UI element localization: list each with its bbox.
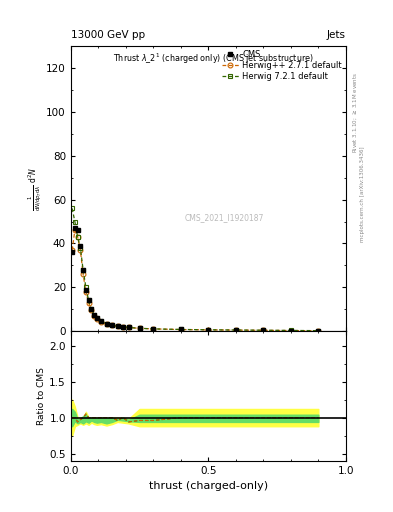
- Herwig 7.2.1 default: [81, 267, 86, 273]
- CMS: [99, 318, 103, 325]
- Text: mcplots.cern.ch [arXiv:1306.3436]: mcplots.cern.ch [arXiv:1306.3436]: [360, 147, 365, 242]
- Herwig++ 2.7.1 default: [94, 316, 99, 322]
- Herwig++ 2.7.1 default: [104, 321, 109, 327]
- CMS: [81, 267, 86, 273]
- Herwig 7.2.1 default: [104, 321, 109, 327]
- Herwig++ 2.7.1 default: [86, 300, 91, 306]
- Herwig 7.2.1 default: [115, 323, 120, 329]
- CMS: [70, 249, 75, 255]
- Herwig++ 2.7.1 default: [233, 327, 238, 333]
- CMS: [178, 326, 183, 332]
- Herwig++ 2.7.1 default: [78, 247, 83, 253]
- Line: CMS: CMS: [70, 226, 321, 333]
- Herwig++ 2.7.1 default: [137, 325, 142, 331]
- CMS: [92, 312, 97, 318]
- Herwig 7.2.1 default: [288, 327, 293, 333]
- CMS: [206, 327, 211, 333]
- Herwig 7.2.1 default: [99, 318, 103, 325]
- Line: Herwig++ 2.7.1 default: Herwig++ 2.7.1 default: [70, 228, 321, 333]
- Herwig++ 2.7.1 default: [151, 326, 156, 332]
- CMS: [288, 328, 293, 334]
- Herwig++ 2.7.1 default: [81, 271, 86, 278]
- CMS: [233, 327, 238, 333]
- Y-axis label: Ratio to CMS: Ratio to CMS: [37, 367, 46, 425]
- Herwig++ 2.7.1 default: [178, 327, 183, 333]
- Herwig++ 2.7.1 default: [206, 327, 211, 333]
- X-axis label: thrust (charged-only): thrust (charged-only): [149, 481, 268, 491]
- Herwig 7.2.1 default: [78, 245, 83, 251]
- Herwig++ 2.7.1 default: [121, 324, 125, 330]
- CMS: [261, 327, 266, 333]
- CMS: [121, 324, 125, 330]
- CMS: [86, 297, 91, 304]
- CMS: [89, 306, 94, 312]
- Herwig++ 2.7.1 default: [70, 247, 75, 253]
- CMS: [110, 322, 114, 328]
- Herwig 7.2.1 default: [94, 315, 99, 321]
- Herwig 7.2.1 default: [72, 219, 77, 225]
- Herwig++ 2.7.1 default: [83, 289, 88, 295]
- Text: 13000 GeV pp: 13000 GeV pp: [71, 30, 145, 40]
- Text: Rivet 3.1.10; $\geq$ 3.1M events: Rivet 3.1.10; $\geq$ 3.1M events: [352, 72, 359, 153]
- Text: Thrust $\lambda$_2$^1$ (charged only) (CMS jet substructure): Thrust $\lambda$_2$^1$ (charged only) (C…: [114, 52, 314, 66]
- CMS: [126, 324, 131, 330]
- Herwig 7.2.1 default: [206, 327, 211, 333]
- Y-axis label: $\frac{1}{\mathrm{d}N / \mathrm{d}p_T \mathrm{d}\lambda}$ $\mathrm{d}^2N$: $\frac{1}{\mathrm{d}N / \mathrm{d}p_T \m…: [26, 166, 43, 211]
- CMS: [137, 325, 142, 331]
- CMS: [104, 321, 109, 327]
- CMS: [316, 328, 321, 334]
- Herwig 7.2.1 default: [86, 297, 91, 304]
- Herwig 7.2.1 default: [92, 312, 97, 318]
- Herwig 7.2.1 default: [316, 328, 321, 334]
- Herwig 7.2.1 default: [121, 324, 125, 330]
- Herwig++ 2.7.1 default: [126, 325, 131, 331]
- Herwig++ 2.7.1 default: [110, 323, 114, 329]
- Herwig++ 2.7.1 default: [316, 328, 321, 334]
- CMS: [72, 225, 77, 231]
- Herwig++ 2.7.1 default: [261, 327, 266, 333]
- CMS: [151, 326, 156, 332]
- CMS: [78, 243, 83, 249]
- Herwig++ 2.7.1 default: [92, 313, 97, 319]
- Herwig 7.2.1 default: [137, 325, 142, 331]
- Legend: CMS, Herwig++ 2.7.1 default, Herwig 7.2.1 default: CMS, Herwig++ 2.7.1 default, Herwig 7.2.…: [220, 49, 343, 83]
- CMS: [75, 227, 80, 233]
- Herwig 7.2.1 default: [151, 326, 156, 332]
- Herwig 7.2.1 default: [110, 322, 114, 328]
- Herwig 7.2.1 default: [126, 325, 131, 331]
- CMS: [94, 315, 99, 321]
- CMS: [83, 286, 88, 292]
- Herwig 7.2.1 default: [83, 284, 88, 290]
- Line: Herwig 7.2.1 default: Herwig 7.2.1 default: [70, 206, 321, 333]
- Herwig 7.2.1 default: [178, 326, 183, 332]
- Text: CMS_2021_I1920187: CMS_2021_I1920187: [185, 212, 264, 222]
- Herwig++ 2.7.1 default: [72, 227, 77, 233]
- Herwig 7.2.1 default: [75, 234, 80, 240]
- Herwig++ 2.7.1 default: [288, 328, 293, 334]
- Text: Jets: Jets: [327, 30, 346, 40]
- Herwig 7.2.1 default: [261, 327, 266, 333]
- Herwig++ 2.7.1 default: [99, 319, 103, 325]
- Herwig 7.2.1 default: [89, 306, 94, 312]
- Herwig++ 2.7.1 default: [75, 234, 80, 240]
- Herwig++ 2.7.1 default: [89, 307, 94, 313]
- Herwig++ 2.7.1 default: [115, 323, 120, 329]
- CMS: [115, 323, 120, 329]
- Herwig 7.2.1 default: [233, 327, 238, 333]
- Herwig 7.2.1 default: [70, 205, 75, 211]
